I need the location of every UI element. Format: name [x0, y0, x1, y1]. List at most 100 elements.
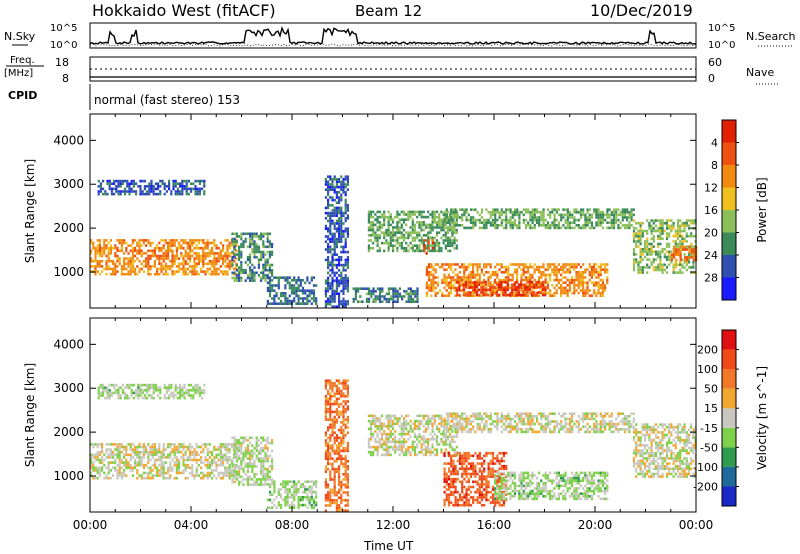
velocity-echo-region	[90, 443, 238, 480]
beam-title: Beam 12	[355, 2, 422, 20]
x-tick-label: 08:00	[275, 518, 310, 532]
velocity-panel: 1000 2000 3000 4000 Slant Range [km] 00:00 04:…	[23, 317, 714, 532]
y-tick-label: 4000	[53, 337, 84, 351]
x-tick-label: 00:00	[679, 518, 714, 532]
colorbar-tick-label: 4	[711, 137, 718, 150]
colorbar-swatch	[722, 369, 736, 389]
velocity-echo-region	[443, 412, 635, 434]
x-tick-label: 16:00	[477, 518, 512, 532]
colorbar-tick-label: 24	[704, 249, 718, 262]
colorbar-swatch	[722, 447, 736, 467]
colorbar-swatch	[722, 388, 736, 409]
x-axis-label: Time UT	[363, 539, 414, 553]
velocity-echo-region	[231, 436, 274, 486]
colorbar-swatch	[722, 427, 736, 448]
x-tick-label: 20:00	[578, 518, 613, 532]
colorbar-tick-label: -15	[700, 422, 718, 435]
colorbar-tick-label: 15	[704, 402, 718, 415]
colorbar-swatch	[722, 187, 736, 210]
velocity-echo-region	[97, 383, 206, 400]
velocity-colorbar: 200 100 50 15 -15 -50 -100 -200 Velocity [m s^-1…	[693, 329, 769, 507]
y-tick-label: 3000	[53, 381, 84, 395]
noise-tick-high-left: 10^5	[50, 23, 77, 34]
nsearch-label: N.Search	[746, 30, 796, 43]
noise-tick-low-right: 10^0	[708, 40, 735, 51]
colorbar-tick-label: 28	[704, 272, 718, 285]
y-axis-label: Slant Range [km]	[23, 159, 37, 263]
colorbar-tick-label: 12	[704, 182, 718, 195]
date-title: 10/Dec/2019	[590, 1, 693, 20]
mode-text: normal (fast stereo) 153	[94, 93, 240, 107]
colorbar-tick-label: -50	[700, 441, 718, 454]
velocity-echo-region	[632, 423, 697, 478]
colorbar-swatch	[722, 232, 736, 255]
y-tick-label: 3000	[53, 177, 84, 191]
colorbar-swatch	[722, 408, 736, 428]
x-tick-label: 04:00	[174, 518, 209, 532]
power-echo-region	[632, 219, 697, 274]
colorbar-tick-label: 8	[711, 159, 718, 172]
nave-tick-low: 0	[708, 72, 715, 85]
colorbar-tick-label: -100	[693, 461, 718, 474]
noise-tick-low-left: 10^0	[50, 40, 77, 51]
colorbar-label: Power [dB]	[755, 177, 769, 242]
station-title: Hokkaido West (fitACF)	[92, 1, 276, 20]
power-echo-region	[97, 179, 206, 196]
velocity-echo-region	[266, 480, 318, 509]
power-frame	[89, 113, 697, 309]
power-echoes	[90, 175, 698, 308]
colorbar-tick-label: 200	[697, 344, 718, 357]
nsky-label: N.Sky	[4, 30, 36, 43]
power-colorbar: 4 8 12 16 20 24 28 Power [dB]	[704, 119, 769, 301]
x-tick-label: 00:00	[73, 518, 108, 532]
y-tick-label: 1000	[53, 469, 84, 483]
y-tick-label: 2000	[53, 221, 84, 235]
power-echo-region	[352, 287, 419, 303]
y-tick-label: 4000	[53, 133, 84, 147]
colorbar-swatch	[722, 349, 736, 370]
power-echo-region	[367, 210, 458, 253]
power-echo-region	[90, 239, 238, 276]
power-echo-region	[423, 239, 435, 255]
y-tick-label: 1000	[53, 265, 84, 279]
freq-unit: [MHz]	[4, 68, 33, 79]
colorbar-swatch	[722, 255, 736, 278]
power-panel: 1000 2000 3000 4000 Slant Range [km]	[23, 113, 698, 309]
velocity-echo-region	[443, 451, 508, 507]
colorbar-tick-label: 50	[704, 383, 718, 396]
colorbar-swatch	[722, 165, 736, 188]
velocity-echoes	[90, 379, 697, 512]
colorbar-tick-label: -200	[693, 480, 718, 493]
x-tick-label: 12:00	[376, 518, 411, 532]
velocity-echo-region	[494, 471, 609, 501]
colorbar-swatch	[722, 277, 736, 300]
colorbar-swatch	[722, 210, 736, 233]
noise-panel: N.Sky N.Search 10^5 10^0 10^5 10^0	[4, 22, 796, 51]
colorbar-swatch	[722, 120, 736, 143]
colorbar-tick-label: 20	[704, 227, 718, 240]
freq-tick-low: 8	[62, 72, 69, 85]
power-echo-region	[443, 208, 635, 230]
colorbar-swatch	[722, 486, 736, 506]
nave-tick-high: 60	[708, 56, 722, 69]
freq-label: Freq.	[10, 55, 35, 66]
colorbar-tick-label: 16	[704, 204, 718, 217]
noise-tick-high-right: 10^5	[708, 23, 735, 34]
power-echo-region	[456, 280, 547, 297]
colorbar-swatch	[722, 466, 736, 487]
colorbar-tick-label: 100	[697, 363, 718, 376]
nave-label: Nave	[746, 66, 774, 79]
power-echo-region	[266, 276, 318, 305]
y-tick-label: 2000	[53, 425, 84, 439]
nsky-trace	[89, 25, 697, 45]
colorbar-frame	[721, 329, 737, 507]
y-axis-label: Slant Range [km]	[23, 363, 37, 467]
freq-tick-high: 18	[55, 56, 69, 69]
colorbar-swatch	[722, 142, 736, 165]
nsearch-trace	[89, 43, 697, 47]
power-echo-region	[231, 232, 274, 282]
colorbar-label: Velocity [m s^-1]	[755, 366, 769, 470]
velocity-echo-region	[324, 379, 349, 512]
colorbar-swatch	[722, 330, 736, 350]
